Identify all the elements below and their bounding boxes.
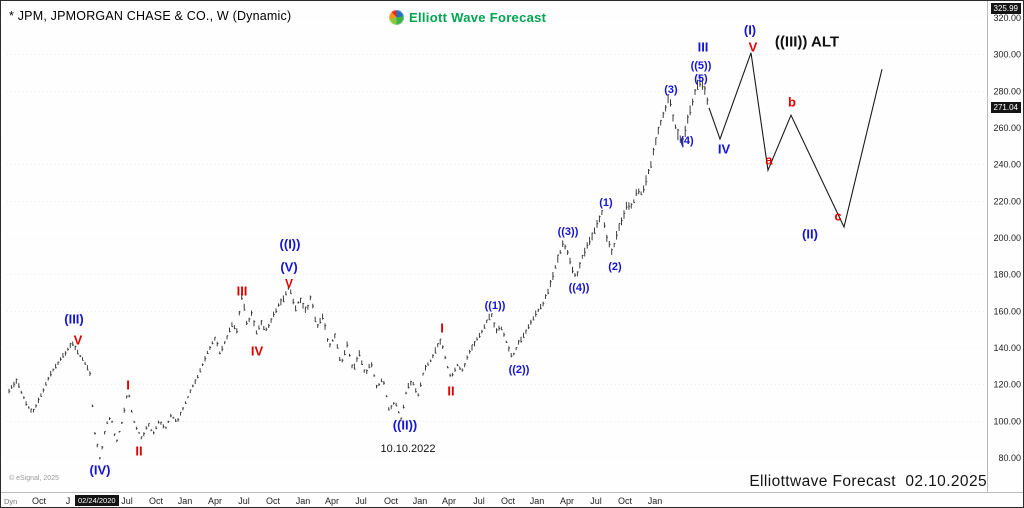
close-ticks	[9, 83, 709, 459]
time-tick-label: Apr	[208, 496, 222, 506]
gridlines	[7, 17, 987, 459]
chart-annotation: ((III)) ALT	[775, 33, 839, 50]
wave-label-((3)): ((3))	[558, 226, 579, 238]
price-tick-label: 100.00	[993, 416, 1021, 426]
wave-label-(3): (3)	[664, 84, 678, 96]
time-tick-label: Jul	[355, 496, 367, 506]
wave-label-((1)): ((1))	[485, 300, 506, 312]
price-tick-label: 200.00	[993, 233, 1021, 243]
wave-label-V: V	[74, 333, 83, 348]
wave-label-IV: IV	[718, 142, 731, 157]
forecast-watermark: Elliottwave Forecast 02.10.2025	[749, 473, 987, 490]
wave-label-((4)): ((4))	[569, 282, 590, 294]
time-tick-label: Jul	[590, 496, 602, 506]
time-tick-label: Oct	[266, 496, 281, 506]
wave-label-II: II	[135, 444, 142, 459]
price-tick-label: 120.00	[993, 380, 1021, 390]
wave-label-((5)): ((5))	[691, 60, 712, 72]
wave-label-I: I	[440, 321, 444, 336]
time-tick-label: Jul	[121, 496, 133, 506]
wave-label-((I)): ((I))	[280, 237, 301, 252]
wave-labels: (III)V(IV)IIIIIIIV((I))(V)V((II))III((1)…	[64, 23, 841, 478]
time-tick-label: Jan	[296, 496, 311, 506]
price-tick-label: 140.00	[993, 343, 1021, 353]
price-tick-label: 160.00	[993, 306, 1021, 316]
time-axis: Oct J Jul Oct Jan Apr Jul Oct Jan Apr Jul Oct Jan Apr…	[32, 496, 662, 506]
last-price-badge: 271.04	[990, 102, 1021, 113]
esignal-copyright: © eSignal, 2025	[9, 475, 59, 482]
price-tick-label: 280.00	[993, 86, 1021, 96]
time-tick-label: Oct	[149, 496, 164, 506]
wave-label-(2): (2)	[608, 261, 622, 273]
price-tick-label: 260.00	[993, 123, 1021, 133]
time-tick-label: Jul	[473, 496, 485, 506]
wave-label-c: c	[834, 209, 841, 224]
time-tick-label: Oct	[32, 496, 47, 506]
price-axis: 320.00 300.00 280.00 260.00 240.00 220.00 200.…	[993, 13, 1021, 463]
time-tick-label: Jan	[178, 496, 193, 506]
wave-label-I: I	[126, 378, 130, 393]
time-tick-label: Oct	[501, 496, 516, 506]
chart-title: * JPM, JPMORGAN CHASE & CO., W (Dynamic)	[9, 9, 292, 23]
time-tick-label: Apr	[560, 496, 574, 506]
wave-label-V: V	[285, 276, 293, 290]
wave-label-V: V	[749, 40, 758, 55]
ewf-logo-globe-icon	[389, 10, 404, 25]
time-tick-label: Jan	[530, 496, 545, 506]
price-bars	[8, 75, 708, 460]
wave-label-(V): (V)	[280, 260, 297, 275]
wave-label-(IV): (IV)	[90, 463, 111, 478]
wave-label-(III): (III)	[64, 312, 84, 327]
time-tick-label: Apr	[325, 496, 339, 506]
ewf-logo: Elliott Wave Forecast	[389, 10, 546, 25]
price-tick-label: 300.00	[993, 50, 1021, 60]
wave-label-a: a	[765, 153, 773, 168]
wave-label-(II): (II)	[802, 227, 818, 242]
time-tick-label: Oct	[384, 496, 399, 506]
time-tick-label: Jul	[238, 496, 250, 506]
price-tick-label: 320.00	[993, 13, 1021, 23]
high-price-badge: 325.99	[990, 3, 1021, 14]
wave-label-(1): (1)	[599, 197, 613, 209]
dyn-status-label: Dyn	[4, 497, 18, 506]
wave-label-((2)): ((2))	[509, 364, 530, 376]
selected-date-badge: 02/24/2020	[75, 495, 119, 506]
wave-label-IV: IV	[251, 344, 264, 359]
wave-label-(I): (I)	[744, 23, 756, 38]
forecast-path	[708, 52, 883, 229]
wave-label-b: b	[788, 95, 796, 110]
time-tick-label: Jan	[413, 496, 428, 506]
time-tick-label: Jan	[648, 496, 663, 506]
time-tick-label: Oct	[618, 496, 633, 506]
price-tick-label: 240.00	[993, 160, 1021, 170]
price-tick-label: 80.00	[998, 453, 1021, 463]
wave-label-(4): (4)	[680, 135, 694, 147]
wave-label-((II)): ((II))	[393, 418, 418, 433]
wave-label-II: II	[447, 384, 454, 399]
wave-label-III: III	[237, 284, 248, 299]
ewf-logo-text: Elliott Wave Forecast	[409, 10, 547, 25]
wave-label-III: III	[698, 40, 709, 55]
price-tick-label: 180.00	[993, 270, 1021, 280]
price-tick-label: 220.00	[993, 196, 1021, 206]
wave-label-(5): (5)	[694, 73, 708, 85]
time-tick-label: Apr	[442, 496, 456, 506]
chart-annotation: 10.10.2022	[380, 443, 435, 455]
time-tick-label: J	[66, 496, 71, 506]
